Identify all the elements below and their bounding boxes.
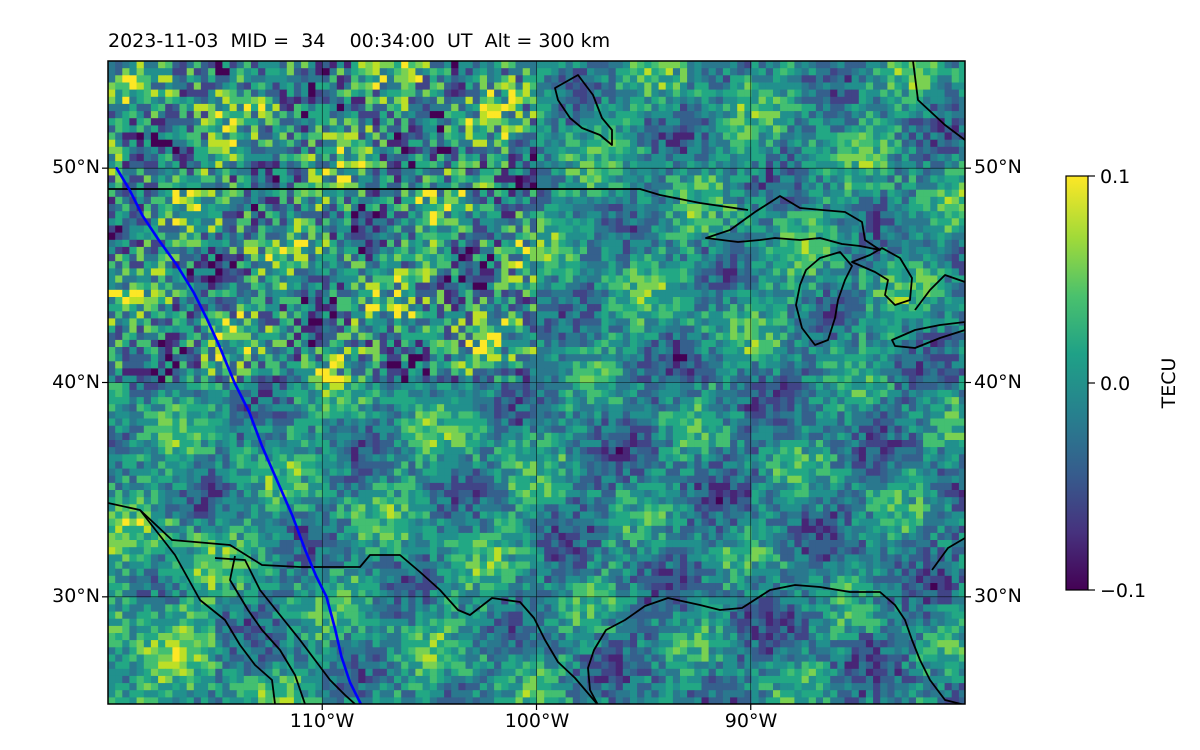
colorbar-gradient xyxy=(1065,175,1089,591)
lat-tick-right-50: 50°N xyxy=(974,156,1022,178)
lon-tick-110w: 110°W xyxy=(290,710,355,732)
tec-heatmap xyxy=(108,61,965,704)
lat-tick-left-50: 50°N xyxy=(52,156,100,178)
lat-tick-right-40: 40°N xyxy=(974,371,1022,393)
title-alt-label: Alt = xyxy=(484,30,533,52)
hudson-bay-east-coast xyxy=(912,61,965,141)
lat-tick-left-30: 30°N xyxy=(52,585,100,607)
mainland-mexico-west xyxy=(229,555,306,704)
title-alt-value: 300 km xyxy=(538,30,611,52)
colorbar: 0.1 0.0 −0.1 TECU xyxy=(1065,166,1180,602)
lat-tick-left-40: 40°N xyxy=(52,371,100,393)
lake-huron xyxy=(851,247,913,306)
title-mid-label: MID = xyxy=(230,30,290,52)
map-gridlines xyxy=(108,61,965,704)
lake-michigan xyxy=(795,251,853,346)
colorbar-tick-min: −0.1 xyxy=(1100,580,1146,602)
lake-erie-ontario xyxy=(891,321,965,349)
gulf-coast xyxy=(587,584,965,704)
lon-tick-90w: 90°W xyxy=(725,710,778,732)
map-ticks xyxy=(102,167,971,710)
florida-west xyxy=(931,537,965,571)
title-mid-value: 34 xyxy=(301,30,326,52)
lon-tick-100w: 100°W xyxy=(505,710,570,732)
baja-coast xyxy=(139,509,276,704)
coastlines-and-borders xyxy=(108,61,965,704)
gulf-of-california xyxy=(214,557,356,704)
lake-superior xyxy=(705,195,881,251)
colorbar-tick-max: 0.1 xyxy=(1100,166,1130,188)
title-time: 00:34:00 xyxy=(349,30,435,52)
title-time-unit: UT xyxy=(447,30,473,52)
colorbar-tick-zero: 0.0 xyxy=(1100,373,1130,395)
great-lakes-east xyxy=(914,274,965,311)
mexico-border xyxy=(108,502,599,704)
colorbar-label: TECU xyxy=(1158,358,1180,410)
lat-tick-right-30: 30°N xyxy=(974,585,1022,607)
satellite-track xyxy=(115,166,363,704)
us-canada-border xyxy=(108,188,749,211)
map-title: 2023-11-03 MID = 34 00:34:00 UT Alt = 30… xyxy=(108,30,610,52)
hudson-bay-coast xyxy=(554,74,613,146)
title-date: 2023-11-03 xyxy=(108,30,219,52)
